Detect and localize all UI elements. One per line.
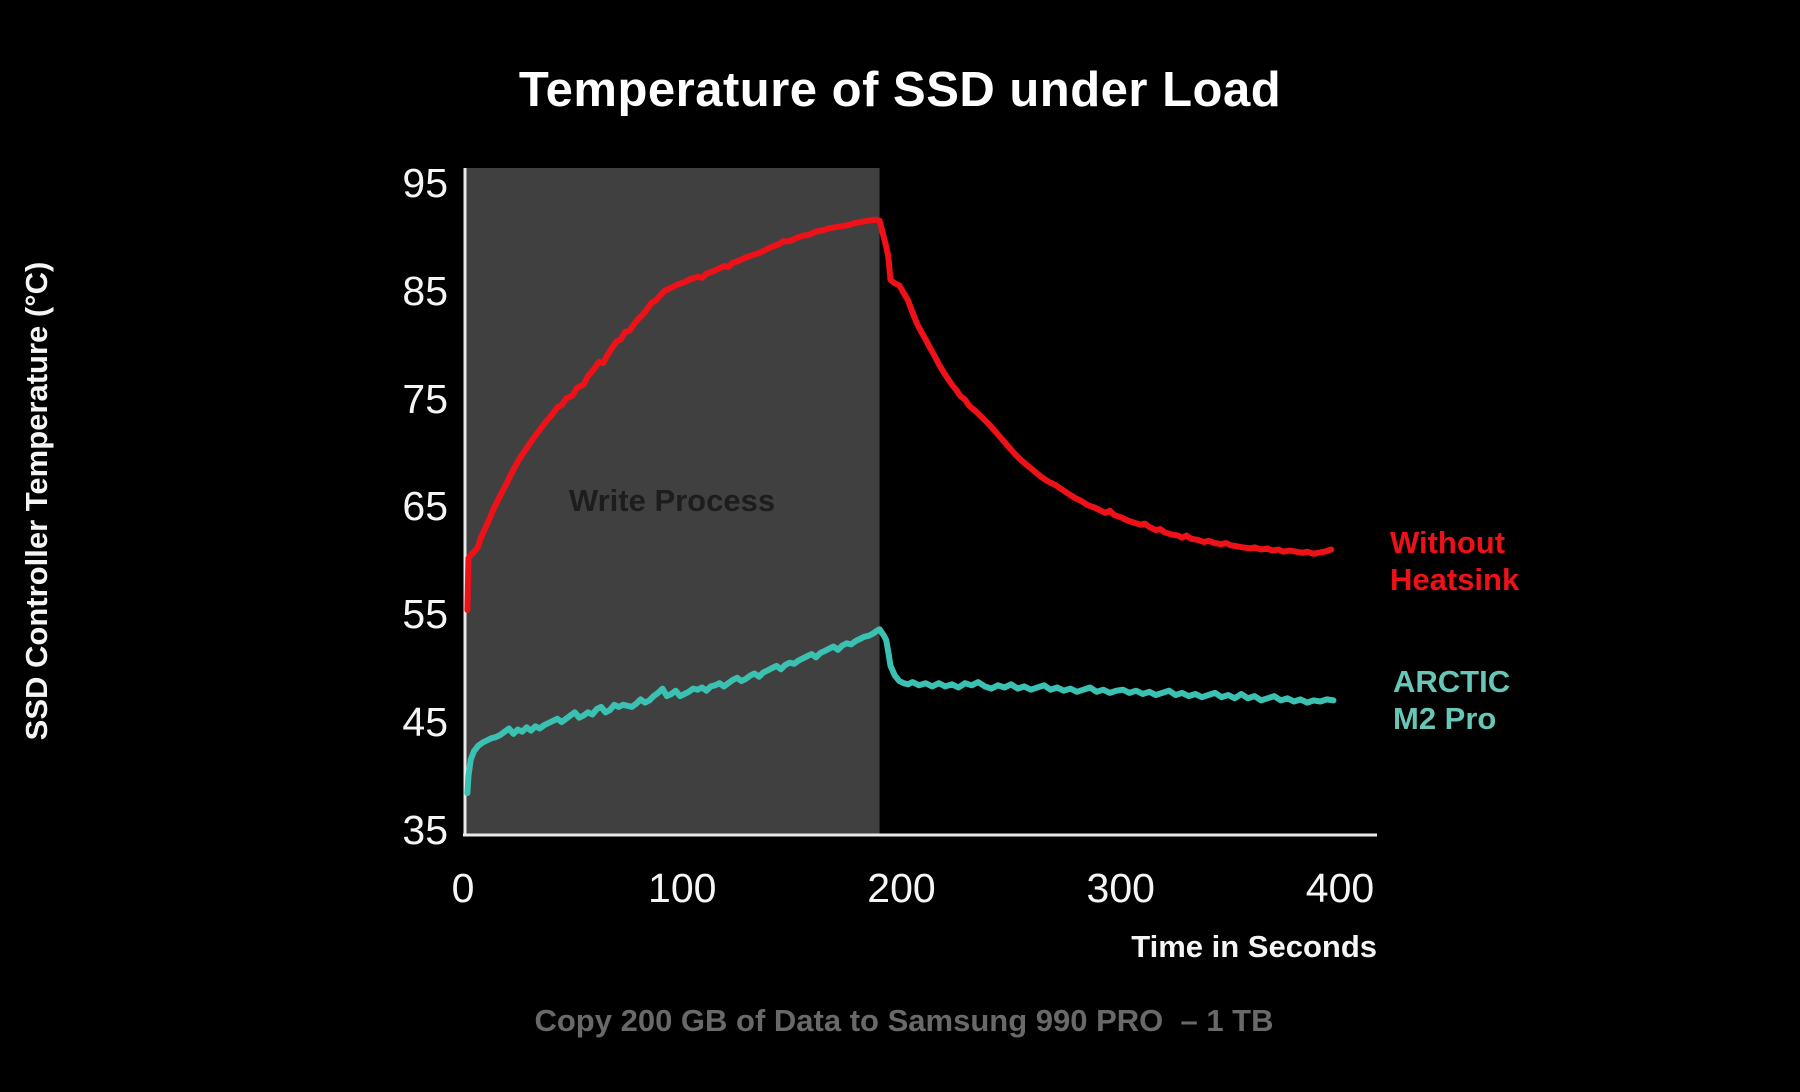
legend-entry-arctic-m2-pro: ARCTIC M2 Pro	[1393, 663, 1510, 737]
x-tick-label-100: 100	[648, 865, 717, 911]
series-line-0	[464, 216, 1335, 613]
y-tick-label-45: 45	[402, 699, 448, 745]
legend-entry-line: ARCTIC	[1393, 664, 1511, 699]
legend-entry-line: M2 Pro	[1393, 701, 1497, 736]
x-tick-label-0: 0	[451, 865, 475, 911]
x-tick-label-300: 300	[1086, 865, 1155, 911]
y-tick-label-95: 95	[402, 160, 448, 206]
caption: Copy 200 GB of Data to Samsung 990 PRO –…	[534, 1003, 1274, 1038]
legend-entry-line: Heatsink	[1390, 562, 1520, 597]
write-process-label: Write Process	[568, 483, 776, 518]
x-axis-title: Time in Seconds	[1131, 929, 1377, 964]
y-tick-label-55: 55	[402, 591, 448, 638]
y-tick-label-85: 85	[402, 267, 448, 314]
legend-entry-line: Without	[1390, 525, 1506, 560]
legend-entry-without-heatsink: Without Heatsink	[1390, 524, 1519, 598]
y-tick-label-75: 75	[402, 375, 448, 422]
chart-title: Temperature of SSD under Load	[518, 63, 1282, 117]
x-tick-label-400: 400	[1305, 865, 1375, 911]
y-tick-label-35: 35	[402, 806, 448, 853]
series-line-1	[464, 626, 1337, 797]
x-tick-label-200: 200	[867, 865, 936, 911]
y-tick-label-65: 65	[402, 483, 448, 530]
